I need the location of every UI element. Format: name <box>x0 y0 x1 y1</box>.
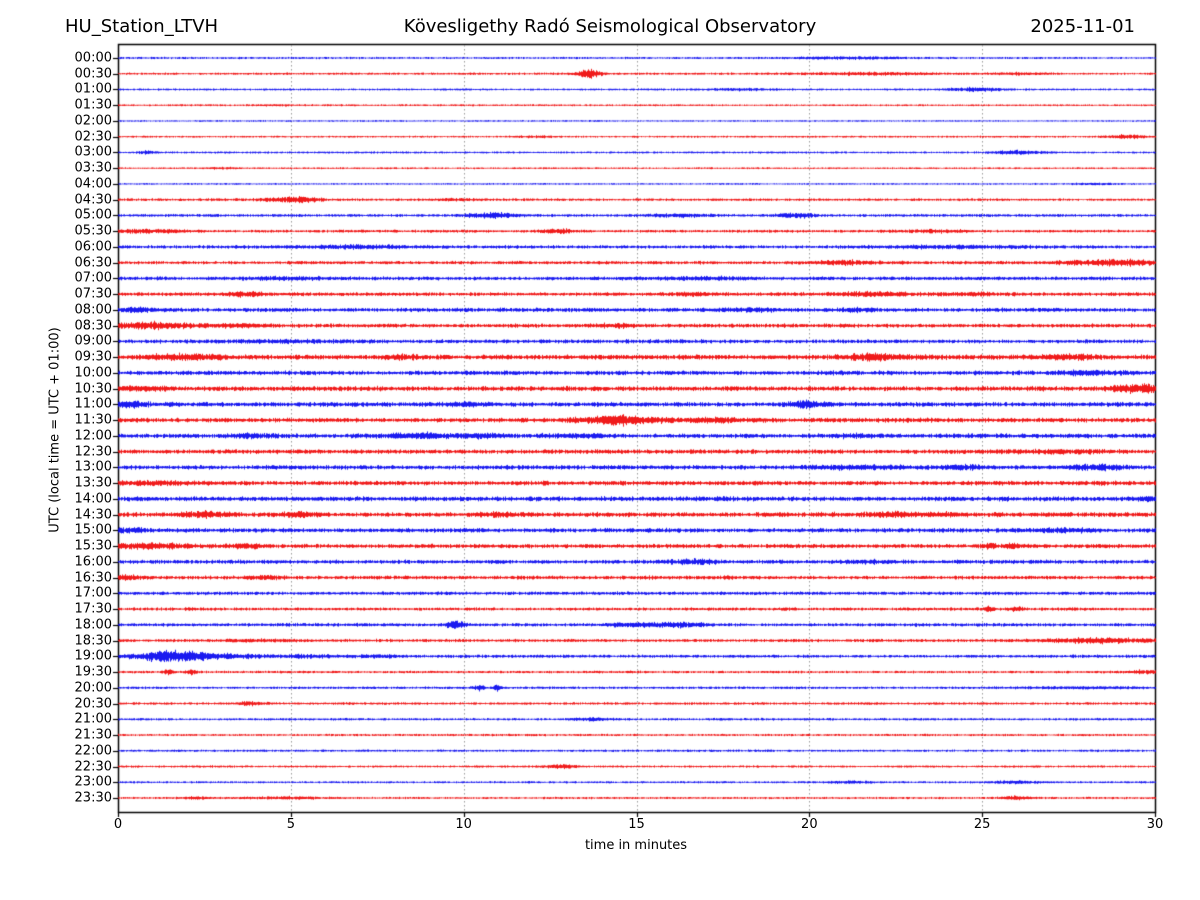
x-tick-labels: 0 5 10 15 20 25 30 <box>0 817 1200 837</box>
y-tick-label-1530: 15:30 <box>74 538 112 554</box>
y-tick-label-1800: 18:00 <box>74 617 112 633</box>
y-tick-label-0700: 07:00 <box>74 270 112 286</box>
y-tick-label-1100: 11:00 <box>74 396 112 412</box>
x-tick-label-20: 20 <box>801 817 818 832</box>
y-tick-label-0030: 00:30 <box>74 66 112 82</box>
y-tick-label-2300: 23:00 <box>74 774 112 790</box>
y-tick-label-0900: 09:00 <box>74 333 112 349</box>
y-tick-label-1700: 17:00 <box>74 585 112 601</box>
x-tick-label-25: 25 <box>973 817 991 832</box>
y-tick-label-1730: 17:30 <box>74 601 112 617</box>
x-tick-label-10: 10 <box>455 817 472 832</box>
y-tick-labels: 00:00 00:30 01:00 01:30 02:00 02:30 03:00 03:30… <box>0 0 112 860</box>
y-tick-label-2000: 20:00 <box>74 680 112 696</box>
x-tick-label-30: 30 <box>1146 817 1164 832</box>
y-tick-label-0330: 03:30 <box>74 160 112 176</box>
y-tick-label-0100: 01:00 <box>74 81 112 97</box>
date-title: 2025-11-01 <box>1030 16 1135 37</box>
y-tick-label-2230: 22:30 <box>74 759 112 774</box>
y-tick-label-0130: 01:30 <box>74 97 112 113</box>
y-tick-label-1630: 16:30 <box>74 570 112 586</box>
y-tick-label-0830: 08:30 <box>74 318 112 334</box>
y-tick-label-1030: 10:30 <box>74 381 112 397</box>
x-tick-label-15: 15 <box>628 817 645 832</box>
y-tick-label-1230: 12:30 <box>74 444 112 460</box>
y-tick-label-0500: 05:00 <box>74 207 112 223</box>
y-tick-label-1000: 10:00 <box>74 365 112 381</box>
y-tick-label-0600: 06:00 <box>74 239 112 255</box>
y-tick-label-0430: 04:30 <box>74 192 112 208</box>
y-tick-label-1830: 18:30 <box>74 633 112 649</box>
y-tick-label-0930: 09:30 <box>74 349 112 365</box>
y-tick-label-0530: 05:30 <box>74 223 112 239</box>
y-tick-label-1430: 14:30 <box>74 507 112 523</box>
y-tick-label-1400: 14:00 <box>74 491 112 507</box>
y-tick-label-0800: 08:00 <box>74 302 112 318</box>
y-tick-label-0300: 03:00 <box>74 144 112 160</box>
y-tick-label-2130: 21:30 <box>74 727 112 743</box>
y-tick-label-0230: 02:30 <box>74 129 112 145</box>
y-tick-label-0630: 06:30 <box>74 255 112 271</box>
y-tick-label-1930: 19:30 <box>74 664 112 680</box>
y-tick-label-1330: 13:30 <box>74 475 112 491</box>
y-tick-label-2330: 23:30 <box>74 790 112 806</box>
y-tick-label-0730: 07:30 <box>74 286 112 302</box>
y-tick-label-1300: 13:00 <box>74 459 112 475</box>
y-tick-label-1130: 11:30 <box>74 412 112 428</box>
y-tick-label-2030: 20:30 <box>74 696 112 712</box>
y-tick-label-0200: 02:00 <box>74 113 112 129</box>
y-tick-label-1900: 19:00 <box>74 648 112 664</box>
y-tick-label-1600: 16:00 <box>74 554 112 570</box>
y-tick-label-1500: 15:00 <box>74 522 112 538</box>
y-tick-label-0400: 04:00 <box>74 176 112 192</box>
y-tick-label-2200: 22:00 <box>74 743 112 759</box>
station-title: HU_Station_LTVH <box>65 16 219 37</box>
x-tick-label-5: 5 <box>286 817 295 832</box>
y-tick-label-0000: 00:00 <box>74 50 112 66</box>
x-tick-label-0: 0 <box>113 817 123 832</box>
y-tick-label-2100: 21:00 <box>74 711 112 727</box>
y-tick-label-1200: 12:00 <box>74 428 112 444</box>
observatory-title: Kövesligethy Radó Seismological Observat… <box>403 16 817 37</box>
x-axis-label: time in minutes <box>584 838 688 853</box>
